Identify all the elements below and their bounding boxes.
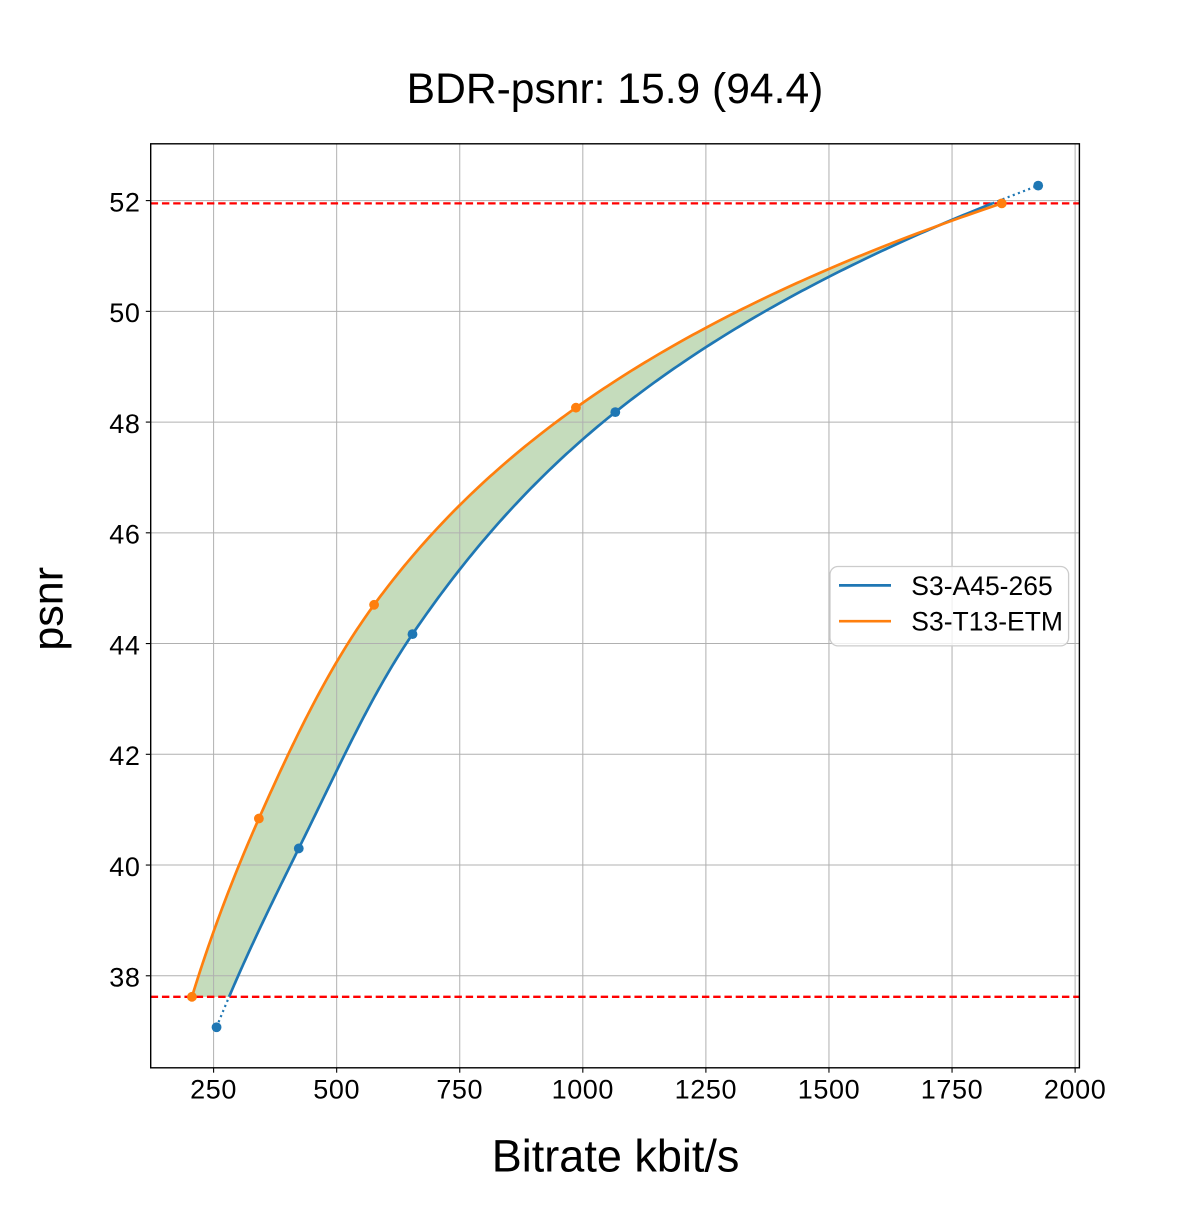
svg-text:Bitrate kbit/s: Bitrate kbit/s: [492, 1130, 740, 1181]
svg-text:500: 500: [313, 1074, 360, 1104]
svg-text:BDR-psnr: 15.9 (94.4): BDR-psnr: 15.9 (94.4): [407, 65, 824, 113]
svg-text:1500: 1500: [798, 1074, 860, 1104]
svg-text:psnr: psnr: [25, 567, 73, 651]
svg-text:38: 38: [109, 963, 140, 993]
svg-text:S3-A45-265: S3-A45-265: [911, 571, 1052, 601]
svg-text:42: 42: [109, 741, 140, 771]
svg-text:1250: 1250: [675, 1074, 737, 1104]
svg-text:2000: 2000: [1044, 1074, 1106, 1104]
svg-text:S3-T13-ETM: S3-T13-ETM: [911, 607, 1063, 637]
svg-text:40: 40: [109, 852, 140, 882]
svg-text:250: 250: [190, 1074, 237, 1104]
svg-text:1000: 1000: [552, 1074, 614, 1104]
svg-text:50: 50: [109, 298, 140, 328]
svg-text:48: 48: [109, 409, 140, 439]
svg-text:46: 46: [109, 520, 140, 550]
svg-text:44: 44: [109, 630, 140, 660]
svg-text:750: 750: [436, 1074, 483, 1104]
svg-text:52: 52: [109, 188, 140, 218]
svg-text:1750: 1750: [921, 1074, 983, 1104]
